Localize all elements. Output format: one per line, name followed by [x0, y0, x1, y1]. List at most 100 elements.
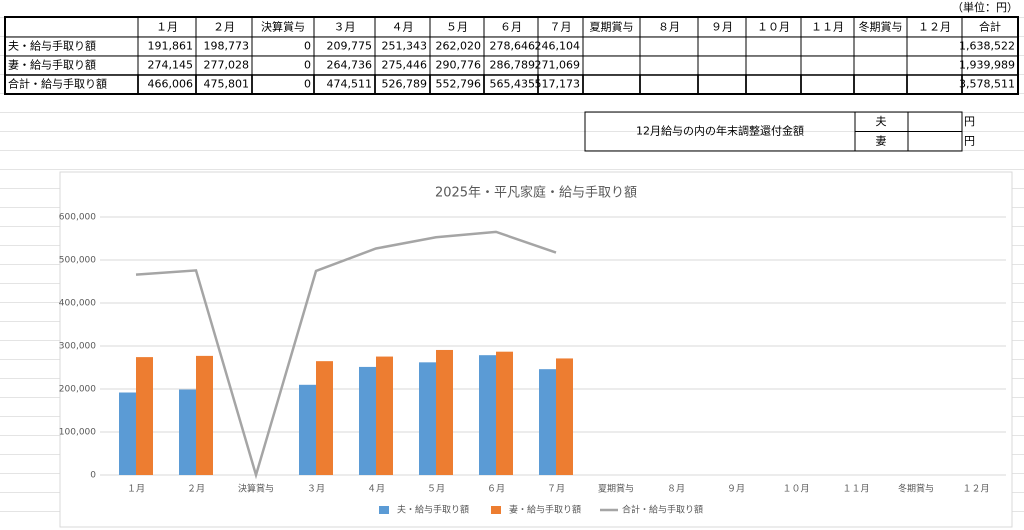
box-cell [907, 111, 963, 132]
bar [479, 355, 496, 475]
x-tick-label: ６月 [487, 484, 505, 495]
box-cell [907, 131, 963, 152]
legend-key [491, 506, 501, 514]
table-value: 191,861 [148, 40, 194, 53]
column-header: ２月 [213, 21, 235, 34]
table-value: 198,773 [204, 40, 250, 53]
table-cell [906, 74, 963, 95]
box-person: 夫 [876, 115, 887, 128]
column-header: ３月 [334, 21, 356, 34]
table-cell [697, 36, 747, 57]
column-header: 合計 [979, 20, 1001, 34]
column-header: １１月 [811, 21, 844, 34]
table-value: 246,104 [535, 40, 581, 53]
table-value: 290,776 [436, 59, 482, 72]
chart-title: 2025年・平凡家庭・給与手取り額 [435, 185, 637, 201]
table-value: 0 [304, 59, 311, 72]
bar [376, 356, 393, 475]
x-tick-label: ３月 [307, 484, 325, 495]
x-tick-label: 決算賞与 [238, 483, 274, 495]
x-tick-label: １２月 [962, 484, 989, 495]
table-value: 275,446 [382, 59, 428, 72]
legend-label: 妻・給与手取り額 [509, 504, 581, 516]
table-value: 565,435 [490, 78, 536, 91]
table-value: 1,638,522 [959, 40, 1015, 53]
box-unit: 円 [964, 135, 975, 148]
bar [436, 349, 453, 475]
unit-label: （単位：円） [952, 0, 1018, 14]
table-value: 286,789 [490, 59, 536, 72]
table-value: 264,736 [327, 59, 373, 72]
x-tick-label: ９月 [727, 484, 745, 495]
column-header: 夏期賞与 [590, 21, 634, 34]
column-header: 冬期賞与 [859, 20, 903, 34]
x-tick-label: 冬期賞与 [898, 483, 934, 495]
table-value: 0 [304, 78, 311, 91]
x-tick-label: １１月 [842, 484, 869, 495]
column-header: ７月 [550, 21, 572, 34]
y-tick-label: 400,000 [59, 299, 96, 309]
table-value: 209,775 [327, 40, 373, 53]
x-tick-label: ５月 [427, 484, 445, 495]
y-tick-label: 500,000 [59, 256, 96, 266]
table-cell [697, 74, 747, 95]
table-cell [745, 55, 802, 76]
table-value: 262,020 [436, 40, 482, 53]
table-cell [639, 74, 699, 95]
legend-label: 夫・給与手取り額 [397, 504, 469, 516]
column-header: １２月 [918, 21, 951, 34]
table-value: 1,939,989 [959, 59, 1015, 72]
table-cell [906, 36, 963, 57]
table-value: 475,801 [204, 78, 250, 91]
line [135, 230, 557, 480]
table-value: 274,145 [148, 59, 194, 72]
table-cell [853, 74, 908, 95]
column-header: ６月 [500, 21, 522, 34]
legend-label: 合計・給与手取り額 [622, 504, 703, 516]
chart: 0 100,000 200,000 300,000 400,000 500,000 600,… [59, 213, 1006, 516]
table-cell [800, 55, 855, 76]
adjustment-box: 12月給与の内の年末調整還付金額夫 円妻円 [584, 111, 975, 152]
column-header: ５月 [446, 21, 468, 34]
table-cell [853, 36, 908, 57]
salary-table: １月 ２月 決算賞与 ３月 ４月 ５月 ６月 ７月 夏期賞与 ８月 ９月 １０月 １１月 冬期賞与 １２月合… [4, 16, 1019, 95]
bar [359, 366, 376, 475]
column-header: ９月 [711, 21, 733, 34]
x-tick-label: ２月 [187, 484, 205, 495]
x-tick-label: ７月 [547, 484, 565, 495]
bar [179, 389, 196, 475]
table-cell [582, 55, 641, 76]
table-value: 517,173 [535, 78, 581, 91]
x-tick-label: １０月 [782, 484, 809, 495]
table-cell [800, 36, 855, 57]
table-value: 278,646 [490, 40, 536, 53]
box-person: 妻 [876, 135, 887, 148]
table-value: 277,028 [204, 59, 250, 72]
y-tick-label: 300,000 [59, 342, 96, 352]
row-label: 妻・給与手取り額 [8, 58, 96, 72]
table-value: 466,006 [148, 78, 194, 91]
table-value: 271,069 [535, 59, 581, 72]
box-unit: 円 [964, 115, 975, 128]
table-value: 3,578,511 [959, 78, 1015, 91]
table-cell [639, 36, 699, 57]
x-tick-label: ４月 [367, 484, 385, 495]
table-value: 474,511 [327, 78, 373, 91]
table-cell [906, 55, 963, 76]
legend-key [379, 506, 389, 514]
table-value: 526,789 [382, 78, 428, 91]
bar [496, 351, 513, 475]
y-tick-label: 200,000 [59, 385, 96, 395]
table-cell [4, 16, 139, 38]
bar [316, 361, 333, 475]
y-tick-label: 600,000 [59, 213, 96, 223]
row-label: 合計・給与手取り額 [8, 77, 107, 91]
column-header: １０月 [757, 21, 790, 34]
bar [136, 357, 153, 475]
bar [556, 358, 573, 475]
table-cell [745, 36, 802, 57]
column-header: 決算賞与 [261, 20, 305, 34]
bar [299, 384, 316, 475]
